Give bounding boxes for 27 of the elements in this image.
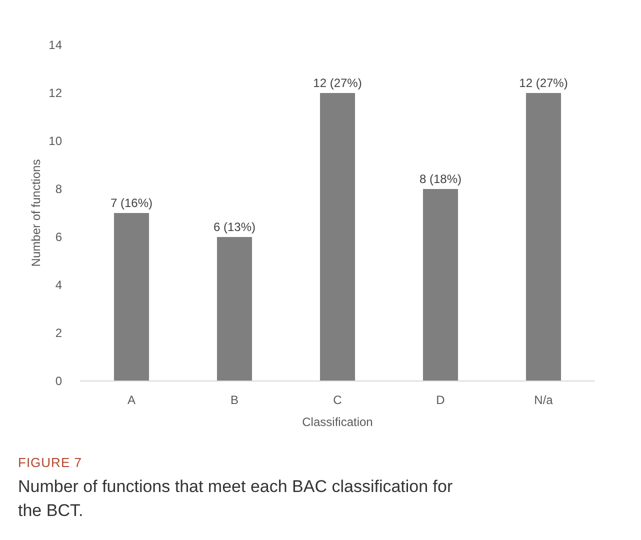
x-tick-label: C — [333, 393, 342, 408]
x-tick-label: B — [230, 393, 239, 408]
y-tick-label: 12 — [48, 86, 62, 100]
bar — [216, 237, 252, 381]
text: Number of functions that meet each BAC classification for the BCT. — [18, 477, 453, 520]
y-tick-label: 14 — [48, 38, 62, 52]
data-label: 8 (18%) — [419, 172, 462, 186]
x-tick-label: N/a — [534, 393, 554, 408]
bar — [526, 93, 562, 381]
y-tick-label: 2 — [55, 326, 62, 340]
y-tick-label: 10 — [48, 134, 62, 148]
data-label: 6 (13%) — [213, 220, 256, 234]
text: FIGURE 7 — [18, 455, 82, 470]
data-label: 12 (27%) — [313, 76, 362, 90]
bar — [320, 93, 356, 381]
x-tick-label: A — [127, 393, 136, 408]
bar — [422, 189, 458, 381]
x-tick-label: D — [436, 393, 446, 408]
y-axis-title: Number of functions — [29, 159, 43, 267]
y-tick-label: 8 — [55, 182, 62, 196]
y-tick-label: 0 — [55, 374, 62, 388]
x-axis-title: Classification — [302, 415, 373, 429]
y-tick-label: 4 — [55, 278, 62, 292]
y-tick-label: 6 — [55, 230, 62, 244]
bar — [114, 213, 150, 381]
data-label: 7 (16%) — [110, 196, 153, 210]
data-label: 12 (27%) — [519, 76, 568, 90]
